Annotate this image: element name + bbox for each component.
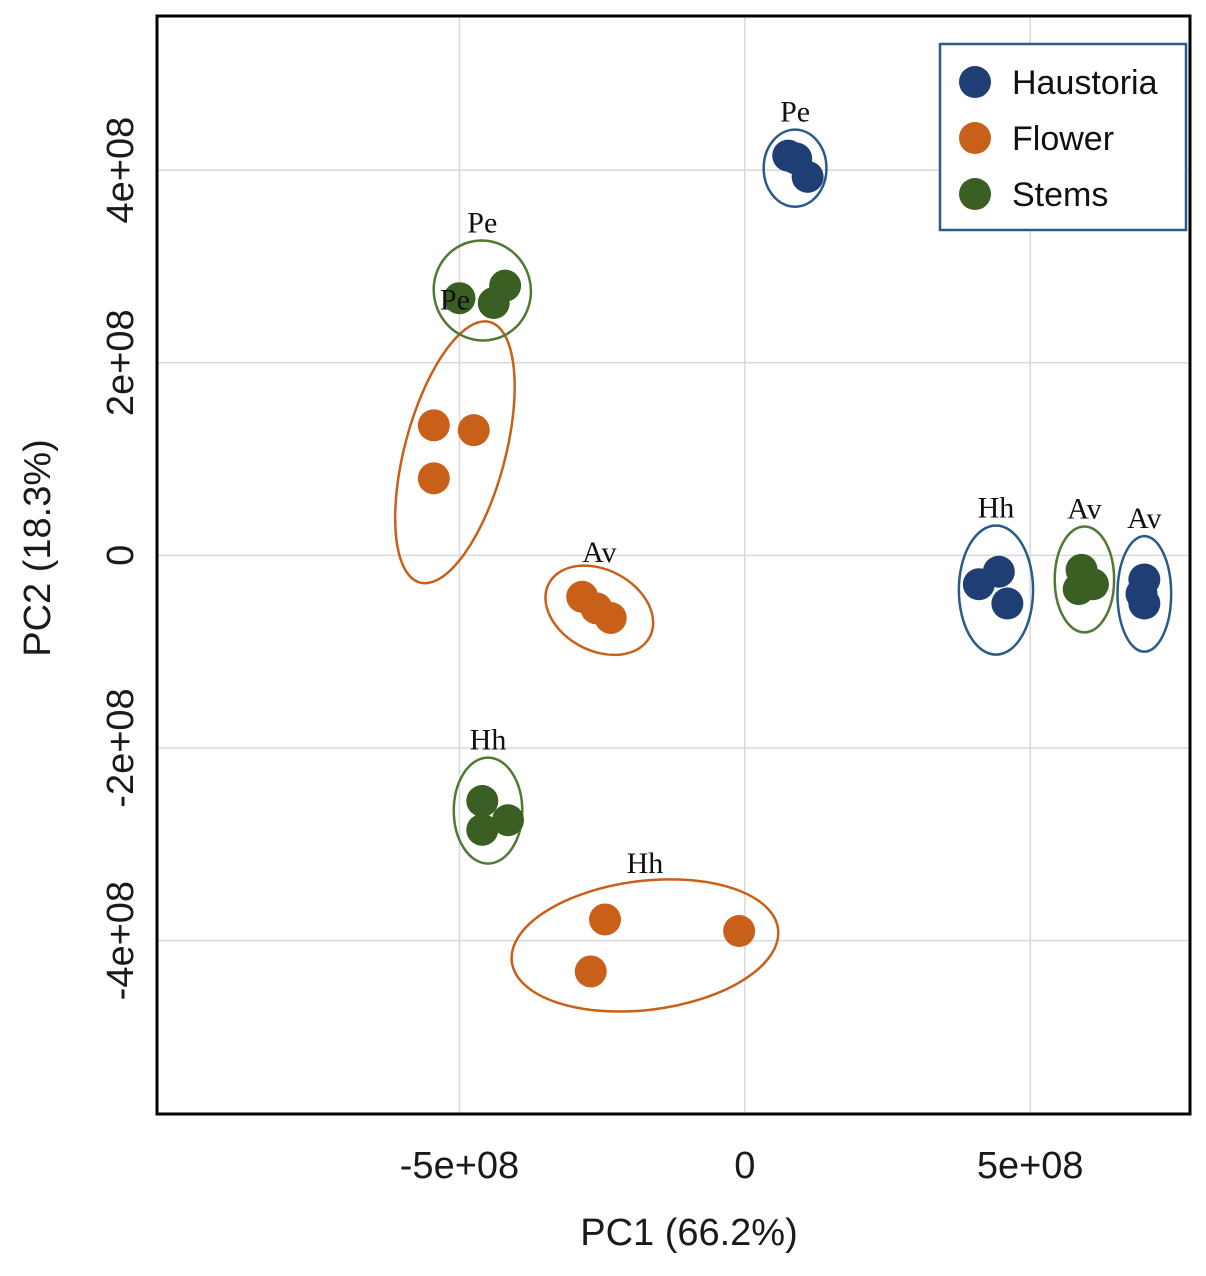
group-ellipse	[452, 756, 524, 865]
y-tick-label: 4e+08	[100, 117, 142, 224]
data-point	[466, 813, 499, 846]
group-label: Pe	[467, 206, 497, 239]
x-tick-labels: -5e+08 0 5e+08	[400, 1145, 1084, 1187]
x-tick-label: 0	[734, 1145, 755, 1187]
plot-frame	[155, 14, 1192, 1116]
group-ellipse	[1053, 525, 1116, 634]
y-tick-labels: 4e+08 2e+08 0 -2e+08 -4e+08	[100, 117, 142, 1001]
group-ellipse	[957, 524, 1035, 656]
data-point	[491, 804, 524, 837]
group-label: Pe	[440, 283, 470, 316]
group-label: Hh	[978, 492, 1015, 525]
data-point	[489, 269, 522, 302]
data-point	[589, 903, 622, 936]
group-labels: Pe Hh Av Pe Av Hh Pe Av Hh	[440, 96, 1162, 880]
x-axis-label: PC1 (66.2%)	[580, 1212, 798, 1254]
x-tick-label: 5e+08	[977, 1145, 1084, 1187]
data-point	[417, 409, 450, 442]
data-point	[982, 555, 1015, 588]
legend-marker	[959, 66, 991, 98]
group-ellipse	[544, 564, 655, 657]
legend-label: Haustoria	[1012, 64, 1158, 102]
group-label: Av	[1067, 492, 1101, 525]
data-point	[1128, 587, 1161, 620]
legend: Haustoria Flower Stems	[938, 42, 1188, 232]
data-point	[1076, 568, 1109, 601]
data-point	[594, 601, 627, 634]
group-ellipse	[762, 128, 828, 208]
group-label: Hh	[470, 724, 507, 757]
legend-label: Stems	[1012, 176, 1108, 214]
group-ellipse	[393, 320, 516, 585]
group-label: Av	[1127, 502, 1161, 535]
data-point	[466, 784, 499, 817]
group-ellipse	[432, 239, 533, 342]
data-point	[723, 915, 756, 947]
data-point	[443, 282, 476, 315]
group-label: Pe	[780, 96, 810, 129]
group-label: Av	[582, 536, 616, 569]
group-ellipse	[510, 878, 780, 1013]
data-points	[417, 139, 1161, 988]
y-axis-label: PC2 (18.3%)	[17, 439, 59, 657]
data-point	[991, 587, 1024, 620]
y-tick-label: 0	[100, 545, 142, 566]
y-tick-label: -4e+08	[100, 881, 142, 1000]
y-tick-label: -2e+08	[100, 688, 142, 807]
legend-label: Flower	[1012, 120, 1114, 158]
y-tick-label: 2e+08	[100, 309, 142, 416]
legend-marker	[959, 178, 991, 210]
legend-marker	[959, 122, 991, 154]
data-point	[457, 414, 490, 447]
data-point	[574, 955, 607, 988]
group-ellipse	[1116, 534, 1173, 653]
data-point	[417, 462, 450, 495]
data-point	[791, 160, 824, 193]
group-ellipses	[393, 128, 1173, 1013]
x-tick-label: -5e+08	[400, 1145, 519, 1187]
group-label: Hh	[627, 847, 664, 880]
